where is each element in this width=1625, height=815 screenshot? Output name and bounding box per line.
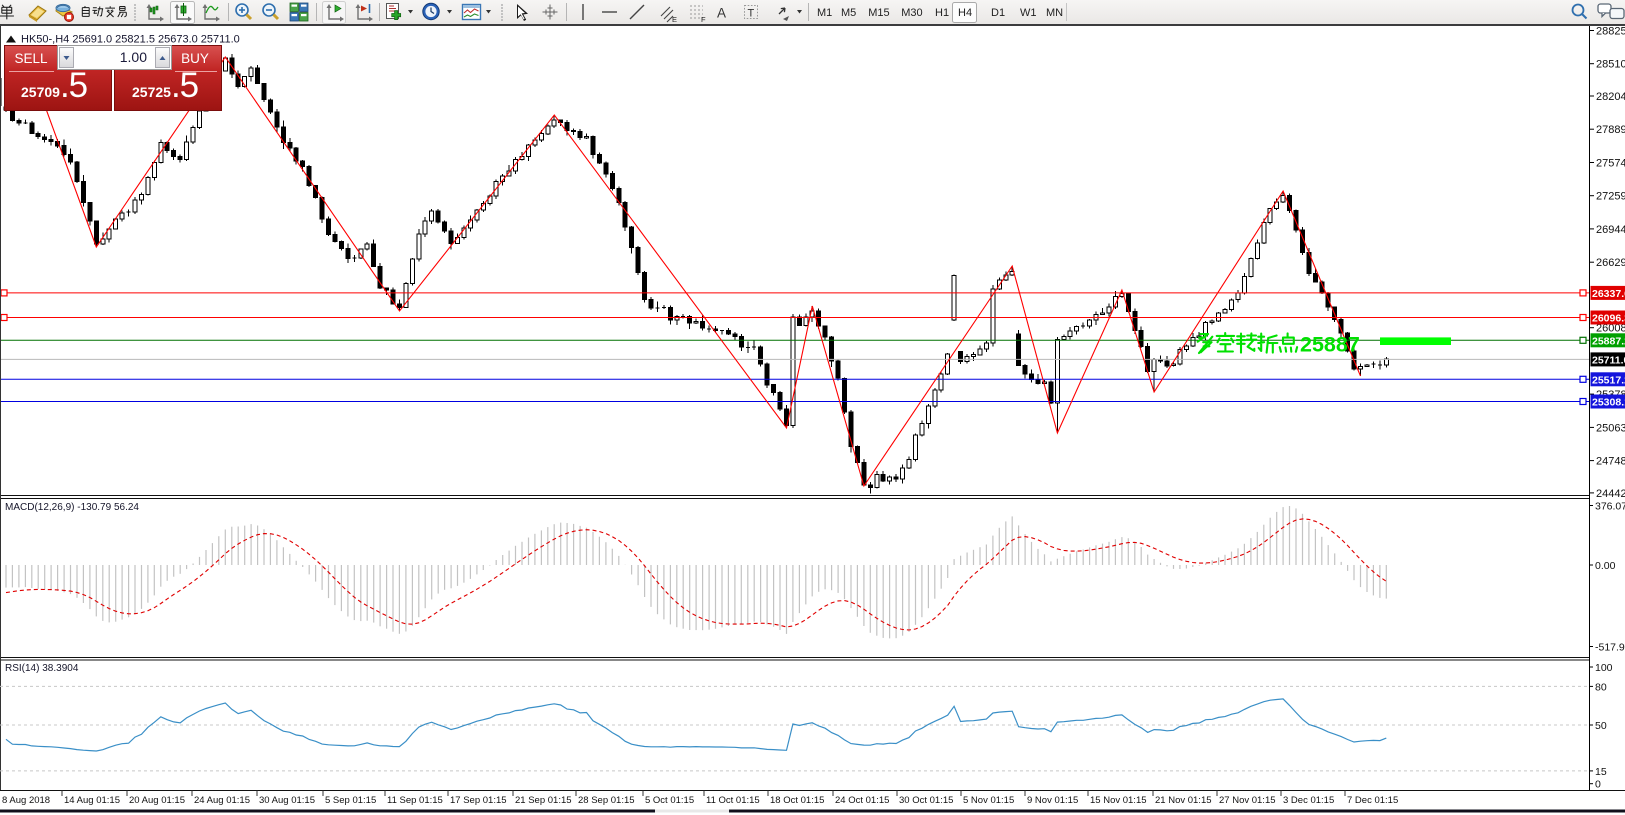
svg-text:15 Nov 01:15: 15 Nov 01:15 — [1090, 795, 1147, 806]
svg-text:24748.0: 24748.0 — [1596, 456, 1625, 468]
svg-text:27 Nov 01:15: 27 Nov 01:15 — [1219, 795, 1276, 806]
svg-text:25063.0: 25063.0 — [1596, 422, 1625, 434]
svg-text:27259.0: 27259.0 — [1596, 191, 1625, 203]
svg-text:5 Nov 01:15: 5 Nov 01:15 — [963, 795, 1014, 806]
svg-text:HK50-,H4 25691.0 25821.5 25673: HK50-,H4 25691.0 25821.5 25673.0 25711.0 — [21, 34, 240, 46]
svg-text:25517.2: 25517.2 — [1592, 374, 1625, 386]
svg-text:0: 0 — [1595, 779, 1601, 791]
svg-text:25887: 25887 — [1300, 333, 1360, 357]
svg-text:MACD(12,26,9) -130.79 56.24: MACD(12,26,9) -130.79 56.24 — [5, 502, 139, 513]
svg-text:26008.0: 26008.0 — [1596, 323, 1625, 335]
svg-text:5 Oct 01:15: 5 Oct 01:15 — [645, 795, 694, 806]
svg-text:5 Sep 01:15: 5 Sep 01:15 — [325, 795, 376, 806]
svg-text:80: 80 — [1595, 681, 1607, 693]
svg-text:24 Oct 01:15: 24 Oct 01:15 — [835, 795, 889, 806]
svg-text:T: T — [748, 8, 755, 20]
svg-text:25887.2: 25887.2 — [1592, 335, 1625, 347]
svg-text:30 Oct 01:15: 30 Oct 01:15 — [899, 795, 953, 806]
svg-text:D1: D1 — [991, 7, 1005, 19]
svg-text:27574.0: 27574.0 — [1596, 158, 1625, 170]
svg-text:26337.6: 26337.6 — [1592, 288, 1625, 300]
svg-text:100: 100 — [1595, 662, 1613, 674]
svg-text:W1: W1 — [1020, 7, 1037, 19]
svg-text:M5: M5 — [841, 7, 856, 19]
svg-text:A: A — [717, 6, 726, 21]
svg-text:20 Aug 01:15: 20 Aug 01:15 — [129, 795, 185, 806]
svg-text:26096.3: 26096.3 — [1592, 313, 1625, 325]
svg-text:11 Sep 01:15: 11 Sep 01:15 — [387, 795, 443, 806]
svg-text:M1: M1 — [817, 7, 832, 19]
svg-text:0.00: 0.00 — [1595, 560, 1616, 572]
svg-text:24442.0: 24442.0 — [1596, 488, 1625, 500]
svg-text:M15: M15 — [868, 7, 889, 19]
svg-text:28 Sep 01:15: 28 Sep 01:15 — [578, 795, 635, 806]
svg-text:15: 15 — [1595, 766, 1607, 778]
svg-text:17 Sep 01:15: 17 Sep 01:15 — [450, 795, 507, 806]
svg-text:H1: H1 — [935, 7, 949, 19]
svg-text:28825.0: 28825.0 — [1596, 26, 1625, 38]
svg-text:50: 50 — [1595, 720, 1607, 732]
svg-text:F: F — [701, 15, 706, 24]
svg-text:7 Dec 01:15: 7 Dec 01:15 — [1347, 795, 1398, 806]
svg-text:18 Oct 01:15: 18 Oct 01:15 — [770, 795, 824, 806]
svg-text:MN: MN — [1046, 7, 1063, 19]
svg-text:8 Aug 2018: 8 Aug 2018 — [2, 795, 50, 806]
svg-text:28204.0: 28204.0 — [1596, 91, 1625, 103]
svg-text:30 Aug 01:15: 30 Aug 01:15 — [259, 795, 315, 806]
svg-text:14 Aug 01:15: 14 Aug 01:15 — [64, 795, 120, 806]
svg-text:28510.0: 28510.0 — [1596, 59, 1625, 71]
svg-text:27889.0: 27889.0 — [1596, 124, 1625, 136]
svg-text:E: E — [672, 15, 677, 24]
svg-text:3 Dec 01:15: 3 Dec 01:15 — [1283, 795, 1334, 806]
svg-text:25711.0: 25711.0 — [1592, 354, 1625, 366]
svg-text:21 Nov 01:15: 21 Nov 01:15 — [1155, 795, 1212, 806]
svg-text:M30: M30 — [901, 7, 922, 19]
svg-text:H4: H4 — [958, 7, 972, 19]
svg-text:26944.0: 26944.0 — [1596, 224, 1625, 236]
svg-text:24 Aug 01:15: 24 Aug 01:15 — [194, 795, 250, 806]
svg-text:-517.93: -517.93 — [1595, 642, 1625, 654]
svg-text:9 Nov 01:15: 9 Nov 01:15 — [1027, 795, 1078, 806]
svg-text:25308.1: 25308.1 — [1592, 397, 1625, 409]
svg-text:21 Sep 01:15: 21 Sep 01:15 — [515, 795, 572, 806]
svg-text:376.07: 376.07 — [1595, 501, 1625, 513]
svg-text:26629.0: 26629.0 — [1596, 257, 1625, 269]
svg-text:RSI(14) 38.3904: RSI(14) 38.3904 — [5, 663, 79, 674]
svg-text:11 Oct 01:15: 11 Oct 01:15 — [706, 795, 760, 806]
